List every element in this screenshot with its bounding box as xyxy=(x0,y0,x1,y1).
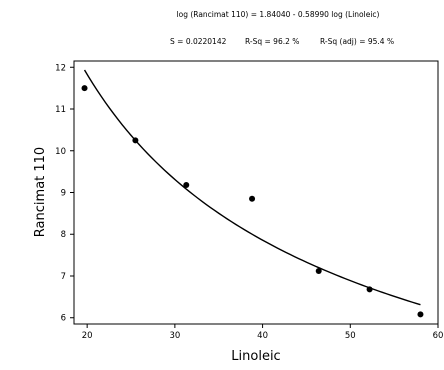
x-axis-title: Linoleic xyxy=(231,349,280,364)
plot-frame xyxy=(73,60,439,325)
x-tick-label: 60 xyxy=(433,331,444,341)
data-point xyxy=(366,286,373,293)
equation-title: log (Rancimat 110) = 1.84040 - 0.58990 l… xyxy=(177,10,380,19)
y-tick-label: 6 xyxy=(61,314,66,324)
y-axis-title: Rancimat 110 xyxy=(33,147,48,237)
x-tick-label: 20 xyxy=(82,331,93,341)
y-tick-label: 11 xyxy=(55,105,66,115)
data-point xyxy=(81,85,88,92)
x-tick-label: 30 xyxy=(169,331,180,341)
x-tick-label: 40 xyxy=(257,331,268,341)
data-point xyxy=(183,181,190,188)
regression-fit-line xyxy=(83,69,421,306)
stat-r-sq-adj: R-Sq (adj) = 95.4 % xyxy=(320,37,394,46)
y-tick-label: 8 xyxy=(61,230,66,240)
x-tick-label: 50 xyxy=(345,331,356,341)
x-axis-ticks: 20 30 40 50 60 xyxy=(82,324,444,341)
data-point xyxy=(249,195,256,202)
y-tick-label: 9 xyxy=(61,189,66,199)
y-tick-label: 10 xyxy=(55,147,66,157)
stat-s: S = 0.0220142 xyxy=(170,37,227,46)
data-point xyxy=(132,137,139,144)
stat-r-sq: R-Sq = 96.2 % xyxy=(245,37,299,46)
y-axis-ticks: 6 7 8 9 10 11 12 xyxy=(55,63,74,324)
y-tick-label: 7 xyxy=(61,272,66,282)
y-tick-label: 12 xyxy=(55,63,66,73)
data-point xyxy=(315,267,322,274)
data-point xyxy=(417,311,424,318)
data-points xyxy=(81,85,424,318)
